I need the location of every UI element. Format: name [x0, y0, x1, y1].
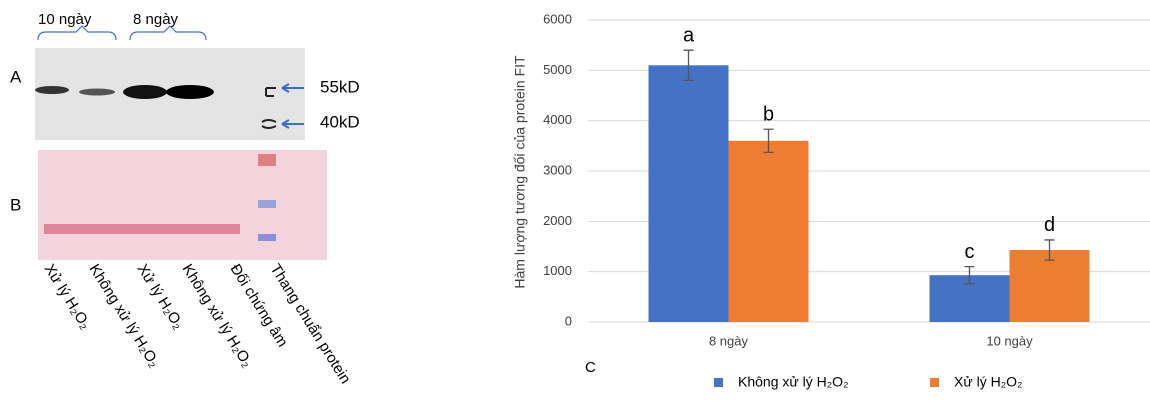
significance-label: a	[683, 24, 695, 46]
legend-swatch	[930, 378, 939, 387]
band	[166, 85, 214, 99]
y-tick-label: 6000	[543, 11, 572, 26]
figure: A B 10 ngày 8 ngày 55kD 40kD Xử lý H₂O₂K…	[0, 0, 1150, 406]
y-tick-label: 0	[565, 313, 572, 328]
band	[44, 224, 240, 234]
x-tick-label: 8 ngày	[709, 333, 749, 348]
y-tick-label: 5000	[543, 62, 572, 77]
legend-label: Không xử lý H₂O₂	[738, 374, 849, 390]
y-axis-title: Hàm lượng tương đối của protein FIT	[512, 55, 528, 289]
y-tick-label: 1000	[543, 263, 572, 278]
significance-label: d	[1044, 214, 1055, 236]
bar	[649, 65, 729, 322]
panel-label: C	[585, 359, 596, 376]
band	[79, 89, 115, 96]
ladder-band	[258, 154, 276, 166]
panel-label: A	[10, 67, 22, 86]
lane-label: Xử lý H₂O₂	[41, 261, 94, 332]
band	[35, 86, 69, 94]
band	[123, 85, 167, 99]
y-tick-label: 2000	[543, 213, 572, 228]
significance-label: b	[763, 104, 774, 126]
group-label: 8 ngày	[133, 11, 179, 28]
x-tick-label: 10 ngày	[986, 333, 1033, 348]
y-tick-label: 3000	[543, 162, 572, 177]
group-label: 10 ngày	[38, 11, 92, 28]
marker-label: 40kD	[320, 112, 360, 131]
panel-label: B	[10, 195, 21, 214]
ladder-band	[258, 200, 276, 208]
lane-label: Xử lý H₂O₂	[134, 261, 187, 332]
brackets	[38, 26, 206, 40]
bar	[1010, 250, 1090, 322]
ladder-band	[258, 234, 276, 241]
gel-b	[38, 150, 327, 260]
significance-label: c	[965, 241, 975, 263]
marker-label: 55kD	[320, 77, 360, 96]
legend-label: Xử lý H₂O₂	[954, 374, 1022, 390]
bar	[729, 141, 809, 322]
legend-swatch	[714, 378, 723, 387]
y-tick-label: 4000	[543, 112, 572, 127]
